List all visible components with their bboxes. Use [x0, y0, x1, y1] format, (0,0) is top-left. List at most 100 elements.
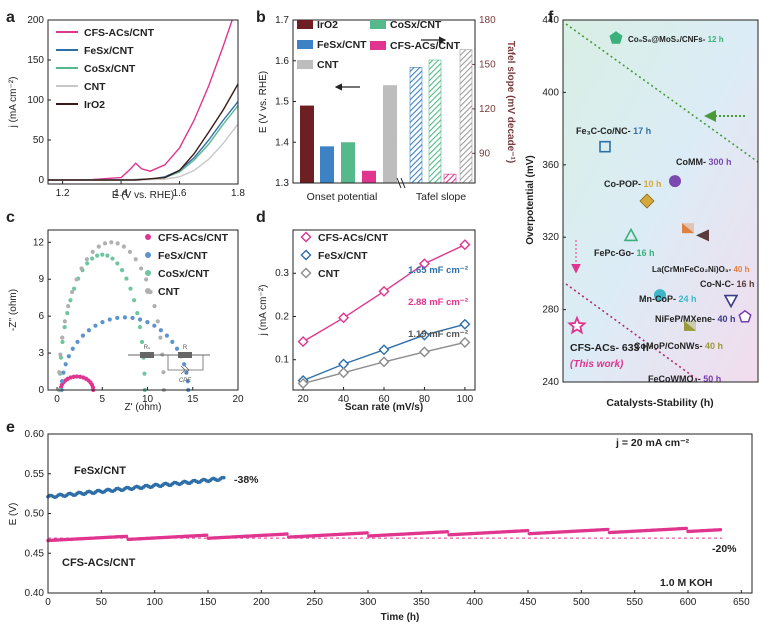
legend-label: CFS-ACs/CNT	[158, 232, 229, 244]
data-point	[459, 318, 471, 330]
point-label: CFS-ACs- 633 h	[570, 342, 649, 354]
data-point	[609, 31, 623, 44]
legend-swatch	[145, 270, 151, 276]
data-point	[62, 324, 67, 330]
legend-label: FeSx/CNT	[84, 45, 134, 57]
legend-label: CNT	[317, 59, 339, 71]
x-tick-label: 20	[232, 394, 244, 405]
data-point	[119, 268, 125, 273]
legend-label: CoSx/CNT	[84, 63, 136, 75]
y2-tick-label: 180	[479, 15, 496, 26]
panel-b: 1.3 1.4 1.5 1.6 1.7 90 120 150 180 Onset potentia…	[258, 15, 516, 203]
series-line	[48, 101, 239, 181]
data-point	[107, 317, 112, 322]
y-tick-label: 0.50	[25, 509, 45, 520]
data-point	[68, 298, 73, 303]
data-point	[145, 320, 150, 325]
data-point	[122, 315, 128, 320]
data-point	[135, 310, 140, 316]
data-point	[71, 374, 76, 379]
data-point	[164, 333, 170, 338]
plot-frame	[562, 19, 759, 383]
data-point	[682, 223, 694, 234]
data-point	[738, 309, 752, 323]
bar-onset	[341, 142, 355, 183]
point-name: NiFeP/MXene-	[655, 314, 715, 324]
data-point	[57, 370, 62, 375]
legend-label: CNT	[84, 81, 106, 93]
bar-onset	[362, 170, 376, 183]
axis-break	[396, 177, 402, 189]
panel-label-a: a	[6, 9, 15, 26]
point-hours: 24 h	[676, 294, 697, 304]
data-point	[100, 252, 105, 257]
bar-tafel	[459, 49, 473, 184]
data-point	[75, 339, 80, 344]
data-point	[60, 339, 65, 345]
bar-tafel	[443, 173, 457, 184]
point-label: Co-N-C- 16 h	[700, 279, 755, 289]
circuit-inset: Rₛ R CPE	[128, 345, 210, 384]
legend-swatch	[297, 60, 313, 69]
data-point	[85, 261, 90, 266]
legend-label: CFS-ACs/CNT	[318, 232, 389, 244]
data-point	[285, 532, 289, 536]
x-tick-label: 1.2	[56, 188, 70, 199]
data-point	[297, 377, 309, 390]
legend-label: IrO2	[84, 99, 105, 111]
y-tick-label: 0.2	[275, 311, 289, 322]
point-name: CoMM-	[676, 157, 706, 167]
data-point	[96, 244, 101, 249]
data-point	[124, 534, 129, 538]
x-tick-label: 600	[680, 597, 697, 608]
panel-label-b: b	[256, 9, 266, 26]
x-tick-label: 300	[360, 597, 377, 608]
data-point	[127, 249, 133, 255]
x-tick-label: 1.6	[173, 188, 187, 199]
data-point	[158, 335, 163, 340]
data-point	[174, 346, 180, 351]
data-point	[74, 374, 80, 379]
legend-label: CNT	[318, 268, 340, 280]
data-point	[110, 256, 115, 261]
data-point	[59, 379, 65, 384]
data-point	[124, 276, 129, 281]
point-name: La(CrMnFeCo₂Ni)O₃-	[652, 265, 732, 274]
y-tick-label: 9	[38, 274, 44, 285]
plot-frame	[47, 19, 239, 185]
y2-axis-label: Tafel slope (mV decade⁻¹)	[505, 41, 516, 163]
data-point	[718, 528, 723, 532]
plot-frame	[47, 229, 239, 391]
legend-label: FeSx/CNT	[318, 250, 368, 262]
data-point	[161, 370, 166, 375]
x-tick-label: 200	[253, 597, 270, 608]
y-tick-label: 400	[542, 87, 559, 98]
data-point	[654, 289, 666, 302]
data-point	[58, 352, 63, 357]
condition-label: 1.0 M KOH	[660, 577, 713, 589]
y-tick-label: 1.5	[275, 97, 289, 108]
data-point	[63, 362, 68, 367]
legend-swatch	[300, 249, 312, 261]
data-point	[338, 312, 350, 324]
y-tick-label: 320	[542, 232, 559, 243]
y-tick-label: 150	[27, 55, 44, 66]
y-tick-label: 1.7	[275, 15, 289, 26]
data-point	[297, 336, 309, 348]
y-tick-label: 0.1	[275, 355, 289, 366]
data-point	[66, 304, 71, 309]
legend-swatch	[370, 20, 386, 29]
change-annotation: -38%	[234, 474, 259, 486]
data-point	[152, 323, 157, 328]
data-point	[338, 358, 350, 370]
legend-swatch	[297, 20, 313, 29]
series-line	[48, 83, 239, 181]
x-tick-label: 10	[142, 394, 154, 405]
bar-onset	[300, 105, 314, 183]
point-name: Mn-CoP-	[639, 294, 676, 304]
data-point	[74, 277, 79, 282]
data-point	[71, 286, 77, 291]
point-hours: 17 h	[631, 126, 652, 136]
data-point	[606, 527, 610, 532]
